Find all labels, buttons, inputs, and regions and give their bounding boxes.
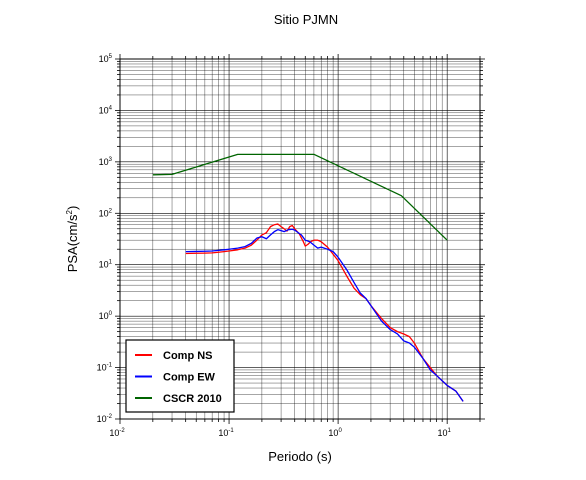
legend: Comp NS Comp EW CSCR 2010 [125, 339, 235, 413]
y-axis-label-prefix: PSA(cm/s [65, 214, 80, 272]
x-tick-label: 10-2 [109, 428, 125, 438]
series-line-1 [185, 223, 464, 402]
y-tick-label: 102 [99, 208, 113, 218]
legend-label-3: CSCR 2010 [163, 393, 222, 405]
y-axis-label: PSA(cm/s2) [65, 206, 80, 273]
y-tick-label-base: 10 [99, 105, 109, 115]
x-axis-label: Periodo (s) [268, 449, 332, 464]
y-tick-label-base: 10 [97, 363, 107, 373]
y-tick-label-base: 10 [99, 208, 109, 218]
y-tick-label-exponent: 1 [109, 260, 113, 266]
chart-title: Sitio PJMN [274, 12, 338, 27]
y-tick-label: 100 [99, 311, 113, 321]
y-tick-label-exponent: 4 [109, 105, 113, 111]
y-tick-label: 10-2 [97, 414, 113, 424]
series-line-2 [185, 228, 464, 402]
y-tick-label-base: 10 [97, 414, 107, 424]
x-tick-label-base: 10 [437, 428, 447, 438]
y-tick-label-exponent: 3 [109, 157, 113, 163]
y-tick-label-base: 10 [99, 157, 109, 167]
y-tick-label: 104 [99, 105, 113, 115]
plot-frame [119, 58, 481, 420]
y-tick-label: 10-1 [97, 363, 113, 373]
series-layer [152, 153, 464, 402]
y-tick-label-base: 10 [99, 311, 109, 321]
x-tick-label-exponent: 0 [338, 428, 342, 434]
x-tick-label-base: 10 [328, 428, 338, 438]
legend-label-2: Comp EW [163, 372, 216, 384]
y-axis-label-exponent: 2 [65, 210, 74, 215]
grid [119, 58, 481, 420]
y-tick-label-base: 10 [99, 260, 109, 270]
x-tick-label: 100 [328, 428, 342, 438]
legend-label-1: Comp NS [163, 350, 213, 362]
y-tick-label-exponent: -2 [107, 414, 113, 420]
y-tick-label-exponent: 0 [109, 311, 113, 317]
y-tick-label: 105 [99, 54, 113, 64]
y-tick-label-exponent: 5 [109, 54, 113, 60]
y-tick-label-exponent: -1 [107, 363, 113, 369]
y-tick-label: 101 [99, 260, 113, 270]
x-tick-label-exponent: -1 [228, 428, 234, 434]
x-tick-label-base: 10 [109, 428, 119, 438]
y-tick-label-exponent: 2 [109, 208, 113, 214]
y-tick-label: 103 [99, 157, 113, 167]
x-tick-label-exponent: 1 [448, 428, 452, 434]
x-tick-label-exponent: -2 [119, 428, 125, 434]
x-tick-label-base: 10 [218, 428, 228, 438]
x-tick-label: 10-1 [218, 428, 234, 438]
series-line-3 [152, 153, 448, 241]
x-tick-label: 101 [437, 428, 451, 438]
y-axis-label-suffix: ) [65, 206, 80, 210]
y-tick-label-base: 10 [99, 54, 109, 64]
